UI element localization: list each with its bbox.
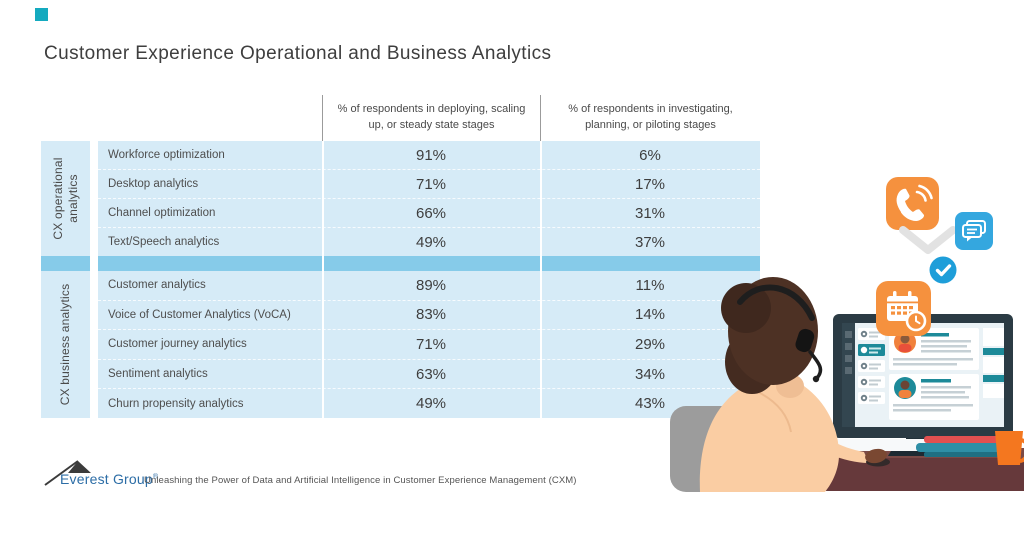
registered-mark: ®: [152, 473, 159, 481]
table-row: Customer journey analytics 71% 29%: [98, 330, 760, 360]
chat-icon: [955, 212, 993, 255]
table-row: Channel optimization 66% 31%: [98, 199, 760, 228]
screen-profile-card: [889, 328, 979, 370]
woman-graphic: [699, 277, 890, 492]
value-deployed: 66%: [415, 204, 447, 222]
table-row: Text/Speech analytics 49% 37%: [98, 228, 760, 256]
row-label: Churn propensity analytics: [108, 397, 244, 410]
section-divider-band: [41, 256, 90, 271]
row-label: Customer analytics: [108, 279, 206, 292]
row-label: Sentiment analytics: [108, 368, 208, 381]
column-separator: [322, 141, 324, 418]
row-label: Text/Speech analytics: [108, 236, 220, 248]
value-investigating: 31%: [634, 204, 666, 222]
section-business: Customer analytics 89% 11% Voice of Cust…: [98, 271, 760, 418]
phone-icon: [886, 177, 939, 235]
row-label: Customer journey analytics: [108, 338, 247, 351]
value-deployed: 63%: [415, 365, 447, 383]
corner-accent-mark: [35, 8, 48, 21]
value-investigating: 11%: [635, 276, 665, 294]
section-divider-band: [98, 256, 760, 271]
group-label-operational-text: CX operational analytics: [50, 157, 80, 240]
value-investigating: 29%: [634, 335, 666, 353]
section-operational: Workforce optimization 91% 6% Desktop an…: [98, 141, 760, 256]
calendar-clock-icon: [876, 281, 931, 341]
woman-at-desk-illustration: [670, 277, 1024, 492]
analytics-table: % of respondents in deploying, scaling u…: [41, 95, 760, 418]
everest-group-logo-text: Everest Group®: [60, 471, 159, 487]
screen-list-items: [858, 328, 885, 404]
row-label: Desktop analytics: [108, 178, 199, 190]
value-investigating: 34%: [634, 365, 666, 383]
value-investigating: 6%: [639, 146, 661, 164]
value-deployed: 49%: [415, 395, 447, 413]
footer: Everest Group® Unleashing the Power of D…: [44, 458, 684, 494]
table-row: Customer analytics 89% 11%: [98, 271, 760, 301]
footer-tagline: Unleashing the Power of Data and Artific…: [144, 475, 577, 486]
chevron-down-icon: [897, 226, 959, 261]
page-title: Customer Experience Operational and Busi…: [44, 43, 552, 64]
value-deployed: 71%: [415, 335, 447, 353]
column-header-deployed: % of respondents in deploying, scaling u…: [322, 95, 540, 141]
group-label-business: CX business analytics: [41, 271, 90, 418]
value-investigating: 17%: [634, 175, 666, 193]
everest-group-logo-icon: [44, 460, 91, 486]
row-label: Channel optimization: [108, 207, 216, 219]
table-row: Churn propensity analytics 49% 43%: [98, 389, 760, 418]
value-deployed: 83%: [415, 306, 447, 324]
value-deployed: 89%: [415, 276, 447, 294]
books-graphic: [916, 436, 1008, 457]
monitor-graphic: [833, 314, 1013, 438]
check-icon: [929, 256, 957, 289]
table-row: Workforce optimization 91% 6%: [98, 141, 760, 170]
column-separator: [540, 141, 542, 418]
value-investigating: 37%: [634, 233, 666, 251]
table-row: Desktop analytics 71% 17%: [98, 170, 760, 199]
mug-graphic: [995, 431, 1024, 465]
screen-side-panel: [983, 328, 1004, 398]
value-deployed: 91%: [415, 146, 447, 164]
screen-profile-card: [889, 374, 979, 420]
row-label: Workforce optimization: [108, 149, 225, 161]
value-deployed: 71%: [415, 175, 447, 193]
row-label: Voice of Customer Analytics (VoCA): [108, 308, 291, 321]
column-header-investigating: % of respondents in investigating, plann…: [540, 95, 760, 141]
value-deployed: 49%: [415, 233, 447, 251]
table-row: Sentiment analytics 63% 34%: [98, 360, 760, 390]
group-label-operational: CX operational analytics: [41, 141, 90, 256]
table-row: Voice of Customer Analytics (VoCA) 83% 1…: [98, 301, 760, 331]
group-label-business-text: CX business analytics: [58, 283, 72, 406]
value-investigating: 14%: [634, 306, 666, 324]
value-investigating: 43%: [634, 395, 666, 413]
